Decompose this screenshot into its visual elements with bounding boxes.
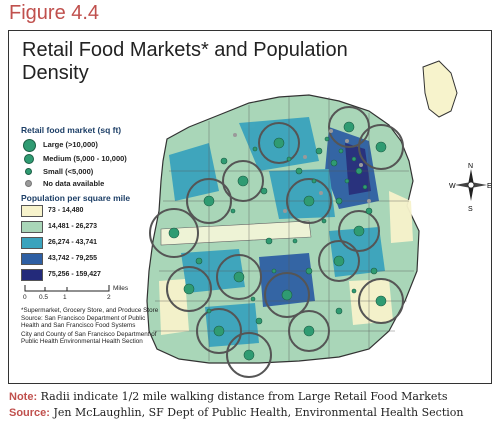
source-text: Jen McLaughlin, SF Dept of Public Health… <box>53 406 464 419</box>
figure-label: Figure 4.4 <box>9 2 100 24</box>
population-legend-heading: Population per square mile <box>21 193 131 203</box>
note-agency: City and County of San Francisco Departm… <box>21 330 157 345</box>
no-data-symbol <box>25 180 32 187</box>
map-title: Retail Food Markets* and Population Dens… <box>22 39 348 85</box>
title-line-1: Retail Food Markets* and Population <box>22 39 348 61</box>
map-panel: Retail Food Markets* and Population Dens… <box>8 30 492 384</box>
legend-large: Large (>10,000) <box>21 139 171 153</box>
no-data-dots <box>233 129 371 213</box>
legend-no-data: No data available <box>21 178 171 190</box>
compass-s: S <box>468 206 473 213</box>
pop-class-4: 43,742 - 79,255 <box>21 253 171 267</box>
pop-class-2: 14,481 - 26,273 <box>21 221 171 235</box>
small-market-symbol <box>25 168 32 175</box>
title-line-2: Density <box>22 62 89 84</box>
note-source: Source: San Francisco Department of Publ… <box>21 315 146 330</box>
golden-gate-park <box>160 220 312 246</box>
compass-w: W <box>449 183 456 190</box>
scale-tick-1: 1 <box>63 294 67 301</box>
legend-small: Small (<5,000) <box>21 166 171 178</box>
pop-class-4-label: 43,742 - 79,255 <box>48 255 98 262</box>
pop-class-5-label: 75,256 - 159,427 <box>48 271 101 278</box>
legend-no-data-label: No data available <box>43 179 105 188</box>
pop-class-1-swatch <box>21 205 43 217</box>
compass-e: E <box>487 183 492 190</box>
treasure-island <box>422 60 458 118</box>
medium-market-symbol <box>24 154 34 164</box>
scale-tick-half: 0.5 <box>39 294 49 301</box>
source-line: Source: Jen McLaughlin, SF Dept of Publi… <box>9 406 463 419</box>
scale-tick-0: 0 <box>23 294 27 301</box>
pop-class-2-label: 14,481 - 26,273 <box>48 223 98 230</box>
note-footnote: *Supermarket, Grocery Store, and Produce… <box>21 307 159 314</box>
pop-class-3-swatch <box>21 237 43 249</box>
pop-class-2-swatch <box>21 221 43 233</box>
scale-unit: Miles <box>113 285 129 292</box>
note-line: Note: Radii indicate 1/2 mile walking di… <box>9 390 447 403</box>
legend-medium: Medium (5,000 - 10,000) <box>21 153 171 166</box>
map-notes: *Supermarket, Grocery Store, and Produce… <box>21 307 161 346</box>
large-market-symbol <box>23 139 36 152</box>
pop-class-1: 73 - 14,480 <box>21 205 171 219</box>
pop-class-3-label: 26,274 - 43,741 <box>48 239 98 246</box>
market-legend-heading: Retail food market (sq ft) <box>21 125 122 135</box>
pop-class-5-swatch <box>21 269 43 281</box>
pop-class-1-label: 73 - 14,480 <box>48 207 84 214</box>
compass-rose-icon: N S E W <box>449 163 492 213</box>
scale-tick-2: 2 <box>107 294 111 301</box>
legend-large-label: Large (>10,000) <box>43 140 98 149</box>
note-key: Note: <box>9 391 38 403</box>
legend-small-label: Small (<5,000) <box>43 167 94 176</box>
pop-class-4-swatch <box>21 253 43 265</box>
pop-class-3: 26,274 - 43,741 <box>21 237 171 251</box>
scale-bar: 0 0.5 1 2 Miles <box>21 283 141 305</box>
radius-rings <box>149 106 404 378</box>
scale-bar-graphic <box>24 285 110 292</box>
note-text: Radii indicate 1/2 mile walking distance… <box>40 390 448 403</box>
source-key: Source: <box>9 407 50 419</box>
compass-n: N <box>468 163 473 170</box>
pop-class-5: 75,256 - 159,427 <box>21 269 171 283</box>
legend-medium-label: Medium (5,000 - 10,000) <box>43 154 127 163</box>
legend: Retail food market (sq ft) Large (>10,00… <box>21 125 171 283</box>
sf-map <box>146 60 458 378</box>
market-dots <box>168 121 387 361</box>
